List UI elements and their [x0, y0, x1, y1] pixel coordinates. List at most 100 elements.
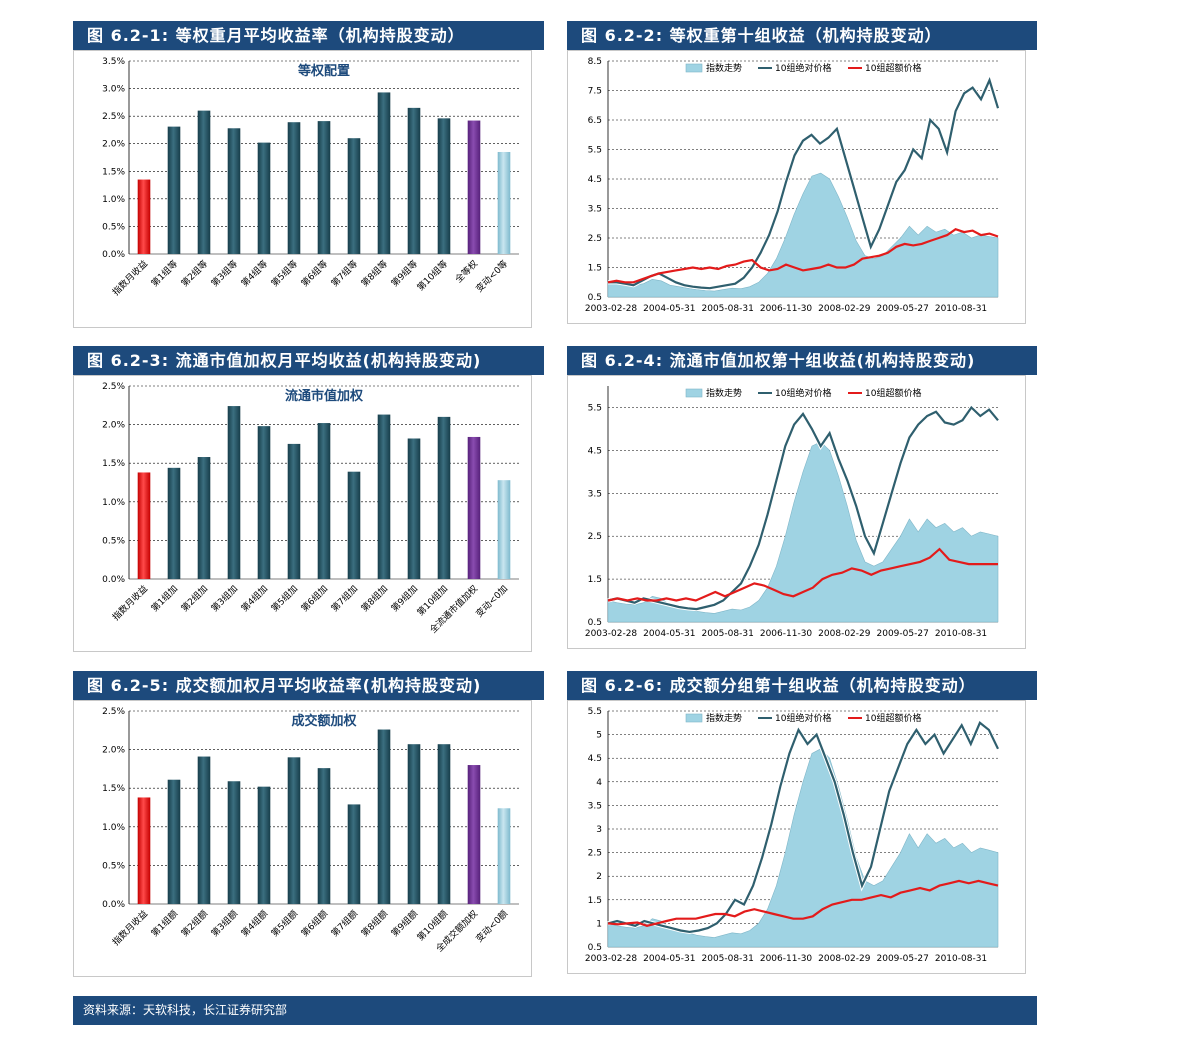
x-tick-label: 第9组等 [388, 258, 420, 290]
x-tick-label: 指数月收益 [110, 583, 150, 623]
bar [287, 757, 301, 904]
y-tick-label: 2.5 [588, 532, 602, 542]
y-tick-label: 1.5% [102, 459, 125, 469]
bar [467, 765, 481, 904]
x-tick-label: 第2组等 [178, 258, 210, 290]
x-tick-label: 2009-05-27 [877, 629, 929, 639]
legend-label: 10组超额价格 [865, 712, 921, 724]
bar [377, 92, 391, 254]
x-tick-label: 第7组额 [328, 908, 360, 940]
header-gap [544, 671, 567, 700]
x-tick-label: 2008-02-29 [818, 629, 871, 639]
chart-panel-3: 0.0% 0.5% 1.0% 1.5% 2.0% 2.5% 流通市值加权 指数月收益 第1组加第… [73, 375, 532, 652]
x-tick-label: 第7组等 [328, 258, 360, 290]
bar [227, 128, 241, 254]
x-tick-label: 全等权 [453, 258, 481, 286]
x-tick-label: 2005-08-31 [702, 954, 754, 964]
bar [347, 804, 361, 904]
x-tick-label: 变动<0加 [473, 583, 510, 620]
y-tick-label: 2.5 [588, 849, 602, 859]
legend-label: 指数走势 [706, 712, 742, 724]
y-tick-label: 4 [596, 778, 602, 788]
x-tick-label: 2010-08-31 [935, 629, 987, 639]
y-tick-label: 3.5 [588, 801, 602, 811]
legend-label: 10组绝对价格 [775, 62, 831, 74]
x-tick-label: 第5组等 [268, 258, 300, 290]
bar [347, 471, 361, 579]
x-tick-label: 2010-08-31 [935, 954, 987, 964]
line-chart-turnover-group10: 0.5 1 1.5 2 2.5 3 3.5 4 4.5 5 5.5 2003-02-28 2004-05… [585, 707, 1000, 964]
y-tick-label: 2.5% [102, 707, 125, 717]
bar [167, 467, 181, 579]
y-tick-label: 2 [596, 872, 602, 882]
y-tick-label: 3.5% [102, 57, 125, 67]
x-tick-label: 第9组加 [388, 583, 420, 615]
series-line-10组超额价格 [607, 547, 998, 602]
x-tick-label: 第6组加 [298, 583, 330, 615]
x-tick-label: 指数月收益 [110, 908, 150, 948]
header-gap [544, 346, 567, 375]
figure-header-3: 图 6.2-3: 流通市值加权月平均收益(机构持股变动) [73, 346, 544, 375]
y-tick-label: 0.0% [102, 575, 125, 585]
bar [227, 781, 241, 904]
bar [257, 142, 271, 254]
y-tick-label: 0.0% [102, 250, 125, 260]
series-line-10组超额价格 [607, 227, 999, 284]
x-tick-label: 第3组等 [208, 258, 240, 290]
x-tick-label: 第8组额 [358, 908, 390, 940]
x-tick-label: 2005-08-31 [702, 304, 754, 314]
y-tick-label: 1.5 [588, 575, 602, 585]
x-tick-label: 全流通市值加权 [427, 583, 480, 636]
x-tick-label: 2006-11-30 [760, 954, 813, 964]
chart-panel-6: 0.5 1 1.5 2 2.5 3 3.5 4 4.5 5 5.5 2003-02-28 2004-05… [567, 700, 1026, 974]
x-tick-label: 2010-08-31 [935, 304, 987, 314]
bar [467, 120, 481, 254]
bar [437, 118, 451, 254]
y-tick-label: 2.0% [102, 140, 125, 150]
y-tick-label: 5.5 [588, 146, 602, 156]
x-tick-label: 2004-05-31 [643, 629, 695, 639]
x-tick-label: 第1组等 [148, 258, 180, 290]
source-note: 资料来源：天软科技，长江证券研究部 [73, 996, 1037, 1025]
bar [137, 179, 151, 254]
line-chart-float-cap-group10: 0.5 1.5 2.5 3.5 4.5 5.5 2003-02-28 2004-05-31 20… [585, 386, 1000, 639]
x-tick-label: 第3组额 [208, 908, 240, 940]
y-tick-label: 1.0% [102, 195, 125, 205]
figure-header-6: 图 6.2-6: 成交额分组第十组收益（机构持股变动） [567, 671, 1037, 700]
x-tick-label: 第5组加 [268, 583, 300, 615]
x-tick-label: 第4组额 [238, 908, 270, 940]
chart-panel-5: 0.0% 0.5% 1.0% 1.5% 2.0% 2.5% 成交额加权 指数月收益 第1组额 第2… [73, 700, 532, 977]
y-tick-label: 3.5 [588, 489, 602, 499]
y-tick-label: 0.5% [102, 861, 125, 871]
x-tick-label: 第3组加 [208, 583, 240, 615]
bar-chart-float-cap-weight: 0.0%0.5%1.0%1.5%2.0%2.5%流通市值加权指数月收益 第1组加第… [102, 382, 519, 636]
y-tick-label: 1.0% [102, 498, 125, 508]
bar [197, 756, 211, 904]
y-tick-label: 3.5 [588, 205, 602, 215]
legend-swatch-area [685, 63, 703, 73]
y-tick-label: 1 [596, 919, 602, 929]
chart-title: 成交额加权 [291, 713, 357, 729]
chart-panel-4: 0.5 1.5 2.5 3.5 4.5 5.5 2003-02-28 2004-05-31 20… [567, 375, 1026, 649]
chart-title: 等权配置 [297, 63, 350, 79]
series-area-指数走势 [607, 172, 999, 298]
y-tick-label: 2.5 [588, 234, 602, 244]
series-line-10组超额价格 [607, 879, 999, 927]
x-tick-label: 第9组额 [388, 908, 420, 940]
bar [227, 406, 241, 579]
bar [137, 797, 151, 904]
y-tick-label: 5.5 [588, 403, 602, 413]
figure-header-2: 图 6.2-2: 等权重第十组收益（机构持股变动） [567, 21, 1037, 50]
legend-label: 指数走势 [706, 62, 742, 74]
x-tick-label: 2004-05-31 [643, 304, 695, 314]
bar [137, 472, 151, 579]
x-tick-label: 2003-02-28 [585, 629, 638, 639]
bar [377, 414, 391, 579]
x-tick-label: 第8组加 [358, 583, 390, 615]
y-tick-label: 2.5% [102, 382, 125, 392]
chart-panel-1: 0.0% 0.5% 1.0% 1.5% 2.0% 2.5% 3.0% 3.5% 等权配置 指数月收… [73, 50, 532, 328]
y-tick-label: 1.5% [102, 784, 125, 794]
series-line-10组绝对价格 [608, 77, 1000, 290]
x-tick-label: 第10组等 [414, 258, 450, 294]
x-tick-label: 2009-05-27 [877, 304, 929, 314]
